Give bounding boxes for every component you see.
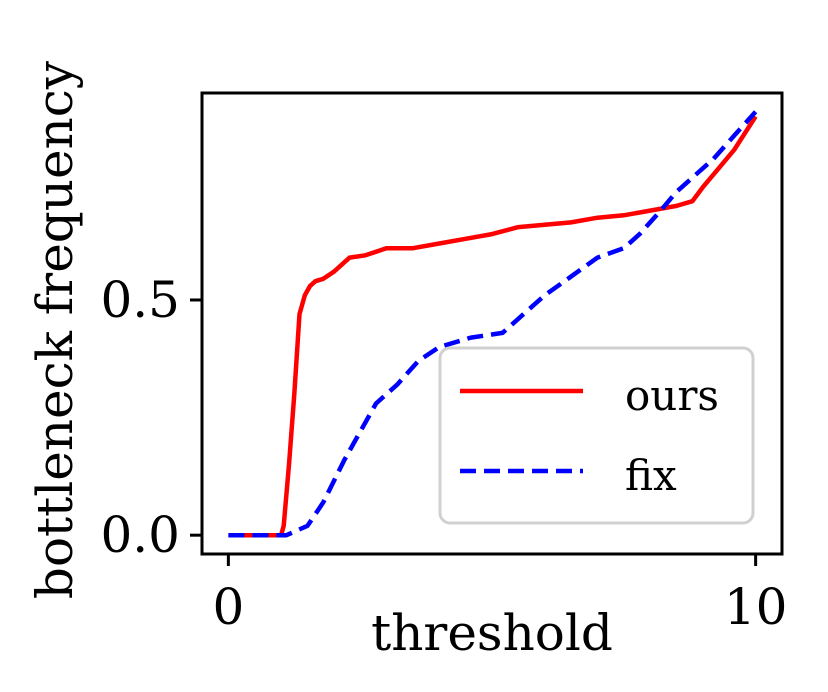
y-tick-label: 0.0 <box>100 506 180 564</box>
series-layer <box>228 110 758 538</box>
legend-label-ours: ours <box>625 371 719 420</box>
x-axis-label: threshold <box>371 604 613 662</box>
x-tick-label: 0 <box>212 578 244 636</box>
series-line-fix <box>228 110 758 538</box>
series-line-ours <box>228 115 758 538</box>
ticks-layer: 0 10 0.0 0.5 <box>100 271 787 636</box>
y-axis-label: bottleneck frequency <box>26 60 84 599</box>
plot-frame <box>200 91 784 556</box>
legend: ours fix <box>438 346 755 525</box>
legend-label-fix: fix <box>625 451 677 500</box>
x-tick-label: 10 <box>724 578 788 636</box>
y-tick-label: 0.5 <box>100 271 180 329</box>
